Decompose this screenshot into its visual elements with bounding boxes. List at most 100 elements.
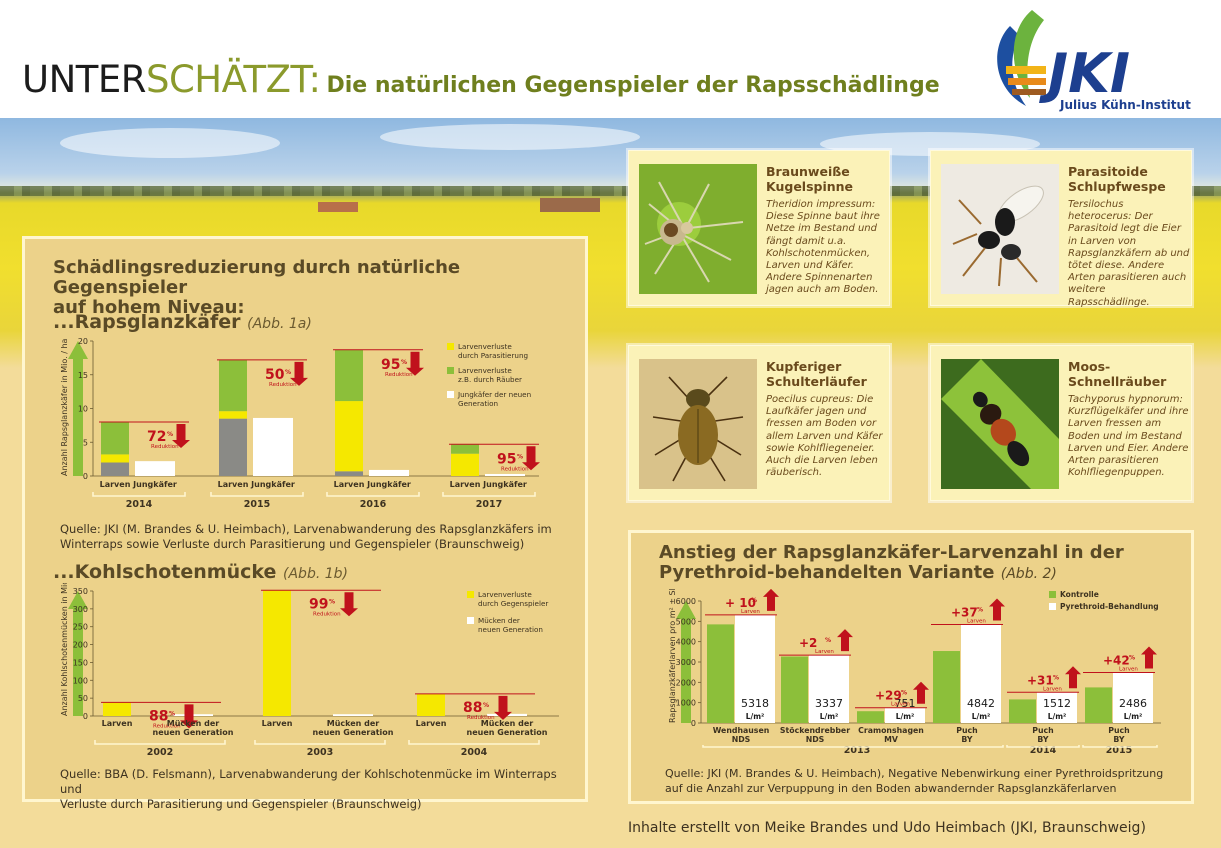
abb2-site-0: Wendhausen	[713, 726, 770, 735]
abb1b-percent-2003: %	[329, 598, 335, 605]
right-heading-line-2: Pyrethroid-behandelten Variante	[659, 562, 995, 583]
abb2-unit-4: L/m²	[1048, 712, 1067, 721]
abb2-value-1: 3337	[815, 697, 843, 710]
abb2-percent-4: %	[1053, 674, 1059, 681]
abb1a-axis-arrow	[68, 341, 88, 476]
abb2-value-5: 2486	[1119, 697, 1147, 710]
abb1a-year-2017: 2017	[476, 499, 502, 510]
abb1a-year-bracket	[326, 492, 420, 497]
chart-abb2: Rapsglanzkäferlarven pro m² ± SE 0 1000 200…	[668, 589, 1161, 756]
card-name: Braunweiße Kugelspinne	[766, 164, 854, 194]
abb1b-year-2003: 2003	[307, 747, 333, 758]
abb1a-year-2016: 2016	[360, 499, 387, 510]
left-heading-line-2: auf hohem Niveau:	[53, 297, 245, 318]
abb2-site-5: Puch	[1108, 726, 1129, 735]
abb2-ylabel: Rapsglanzkäferlarven pro m² ± SE	[668, 589, 677, 723]
abb1a-bar-2017-larven-parasit	[451, 453, 479, 476]
abb2-region-5: BY	[1113, 735, 1125, 744]
abb2-red-arrow-5	[1141, 646, 1157, 669]
rove-beetle-photo	[941, 359, 1059, 489]
abb2-value-2: 751	[895, 697, 916, 710]
abb2-region-0: NDS	[732, 735, 751, 744]
wasp-photo	[941, 164, 1059, 294]
abb1b-xlabel-muecken: Mücken der neuen Generation	[467, 719, 548, 737]
abb1a-bar-2017-jungkaefer	[485, 473, 525, 476]
section2-caption: Quelle: BBA (D. Felsmann), Larvenabwande…	[60, 767, 580, 812]
abb1b-year-2004: 2004	[461, 747, 488, 758]
logo-band-3	[1012, 89, 1046, 95]
section1-caption-line-2: Winterraps sowie Verluste durch Parasiti…	[60, 537, 525, 551]
left-panel: Schädlingsreduzierung durch natürliche G…	[22, 236, 588, 811]
abb2-increase-5: +42	[1103, 653, 1130, 667]
abb1b-reduction-2004: 88	[463, 700, 482, 716]
abb2-value-3: 4842	[967, 697, 995, 710]
abb2-value-0: 5318	[741, 697, 769, 710]
right-heading-line-1: Anstieg der Rapsglanzkäfer-Larvenzahl in…	[659, 542, 1124, 563]
abb2-legend-swatch	[1049, 603, 1056, 610]
abb2-bar-pyrethroid-0	[735, 614, 775, 723]
card-description: Poecilus cupreus: Die Laufkäfer jagen un…	[766, 394, 888, 479]
abb1a-ylabel: Anzahl Rapsglanzkäfer in Mio. / ha	[60, 338, 69, 476]
section1-abb: (Abb. 1a)	[247, 316, 312, 332]
abb2-bar-kontrolle-2	[857, 711, 884, 723]
abb1b-year-2002: 2002	[147, 747, 173, 758]
abb2-bar-kontrolle-3	[933, 651, 960, 723]
abb2-site-1: Stöckendrebber	[780, 726, 850, 735]
abb1a-red-arrow-2015	[290, 361, 308, 386]
page-title: UNTERSCHÄTZT: Die natürlichen Gegenspiele…	[22, 58, 940, 101]
abb1b-year-bracket	[254, 740, 386, 745]
abb2-percent-3: %	[977, 607, 983, 614]
abb1a-xlabel-larven: Larven	[450, 480, 481, 489]
abb1b-legend-label: Larvenverluste durch Gegenspieler	[478, 590, 548, 608]
abb1b-ytick-label: 250	[73, 623, 88, 632]
abb2-ytick-label: 2000	[676, 678, 696, 687]
abb2-site-3: Puch	[956, 726, 977, 735]
abb1b-bar-2002-larven	[103, 702, 131, 716]
abb2-ytick-label: 3000	[676, 658, 696, 667]
right-panel: Anstieg der Rapsglanzkäfer-Larvenzahl in…	[628, 530, 1194, 804]
abb1b-reduktion-label-2004: Reduktion	[467, 715, 495, 721]
abb2-bar-pyrethroid-5	[1113, 672, 1153, 723]
abb1a-bar-2014-jungkaefer	[135, 461, 175, 476]
abb1a-reduktion-label-2016: Reduktion	[385, 372, 413, 378]
abb1a-year-bracket	[442, 492, 536, 497]
title-part-3: Die natürlichen Gegenspieler der Rapssch…	[326, 73, 940, 98]
abb1a-bar-2017-larven-raeuber	[451, 444, 479, 454]
abb1b-ytick-label: 350	[73, 587, 88, 596]
abb1a-red-arrow-2016	[406, 351, 424, 376]
card-text: Der Parasitoid legt die Eier in Larven v…	[1068, 211, 1190, 308]
abb1b-ytick-label: 0	[83, 712, 88, 721]
card-schnellraeuber: Moos-Schnellräuber Tachyporus hypnorum: …	[930, 345, 1192, 501]
chart-abb1b: Anzahl Kohlschotenmücken in Mio. / ha 0 50…	[60, 583, 559, 758]
card-name: Moos-Schnellräuber	[1068, 359, 1167, 389]
abb1a-bar-2015-larven-raeuber	[219, 359, 247, 412]
abb1a-year-2014: 2014	[126, 499, 153, 510]
abb1b-ytick-label: 50	[78, 694, 88, 703]
abb1a-xlabel-larven: Larven	[100, 480, 131, 489]
abb2-increase-2: +29	[875, 689, 902, 703]
logo-leaf-green	[1013, 10, 1044, 98]
abb2-region-4: BY	[1037, 735, 1049, 744]
section2-abb: (Abb. 1b)	[283, 566, 348, 582]
card-text: Die Laufkäfer jagen und fressen am Boden…	[766, 394, 883, 479]
abb1a-percent-2014: %	[167, 431, 173, 438]
abb1b-percent-2002: %	[169, 710, 175, 717]
abb1a-bar-2016-jungkaefer	[369, 469, 409, 476]
abb2-region-2: MV	[884, 735, 898, 744]
abb2-larven-label-2: Larven	[891, 702, 910, 708]
abb2-year-2015: 2015	[1106, 745, 1132, 756]
abb1a-bar-2015-jungkaefer	[253, 417, 293, 476]
abb1a-reduktion-label-2015: Reduktion	[269, 382, 297, 388]
abb1a-ytick-label: 15	[78, 371, 88, 380]
abb2-percent-0: %	[751, 597, 757, 604]
abb1a-xlabel-jungkaefer: Jungkäfer	[482, 480, 527, 489]
section1-caption-line-1: Quelle: JKI (M. Brandes & U. Heimbach), …	[60, 522, 552, 536]
abb1b-reduction-2002: 88	[149, 708, 168, 724]
abb2-unit-1: L/m²	[820, 712, 839, 721]
abb2-bracket-2015	[1082, 745, 1158, 748]
abb1b-percent-2004: %	[483, 702, 489, 709]
abb1a-reduction-2017: 95	[497, 451, 516, 467]
abb1b-ytick-label: 300	[73, 605, 88, 614]
abb1a-xlabel-jungkaefer: Jungkäfer	[250, 480, 295, 489]
abb1b-reduction-2003: 99	[309, 596, 328, 612]
